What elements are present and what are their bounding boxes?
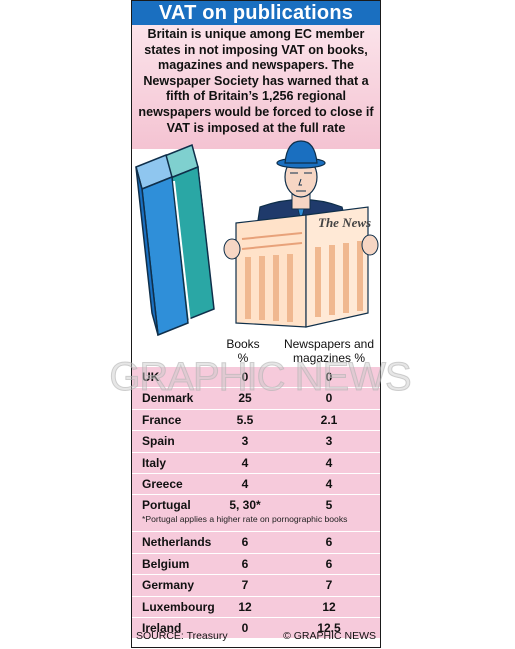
books-rate: 6 xyxy=(241,535,249,550)
table-row: Belgium 6 6 xyxy=(132,553,380,576)
books-rate: 5, 30* xyxy=(229,498,261,513)
newspapers-rate: 0 xyxy=(325,391,333,406)
newspapers-rate: 4 xyxy=(325,455,333,470)
vat-table: UK 0 0 Denmark 25 0 France 5.5 2.1 Spain 3 3 Italy 4 4… xyxy=(132,367,380,640)
newspapers-rate: 7 xyxy=(325,578,333,593)
books-rate: 4 xyxy=(241,476,249,491)
table-row: UK 0 0 xyxy=(132,367,380,389)
books-rate: 5.5 xyxy=(236,412,254,427)
credit-text: © GRAPHIC NEWS xyxy=(283,630,376,642)
column-header-books: Books % xyxy=(226,337,260,365)
table-row: Luxembourg 12 12 xyxy=(132,596,380,618)
books-rate: 12 xyxy=(238,599,252,614)
table-row: Spain 3 3 xyxy=(132,431,380,453)
table-row: Denmark 25 0 xyxy=(132,388,380,410)
table-row: Ireland 0 12.5 xyxy=(132,617,380,640)
newspapers-rate: 12 xyxy=(322,599,336,614)
column-header-newspapers: Newspapers and magazines % xyxy=(283,337,375,365)
country-name: France xyxy=(142,412,182,427)
books-rate: 6 xyxy=(241,556,249,571)
country-name: Portugal xyxy=(142,498,191,513)
books-rate: 7 xyxy=(241,578,249,593)
country-name: Denmark xyxy=(142,391,194,406)
country-name: UK xyxy=(142,370,160,384)
newspapers-rate: 12.5 xyxy=(317,620,341,635)
intro-panel: Britain is unique among EC member states… xyxy=(132,25,380,149)
illustration: The News xyxy=(132,137,380,337)
country-name: Spain xyxy=(142,434,175,449)
source-text: SOURCE: Treasury xyxy=(136,630,228,642)
books-icon xyxy=(135,143,217,337)
infographic-title: VAT on publications xyxy=(132,1,380,25)
country-name: Ireland xyxy=(142,620,182,635)
country-name: Luxembourg xyxy=(142,599,215,614)
newspapers-rate: 5 xyxy=(325,498,333,513)
newspapers-rate: 0 xyxy=(325,370,333,384)
footnote: *Portugal applies a higher rate on porno… xyxy=(142,514,348,525)
newspaper-masthead: The News xyxy=(318,215,371,230)
table-row: Italy 4 4 xyxy=(132,452,380,474)
newspaper-icon: The News xyxy=(223,206,379,328)
country-name: Belgium xyxy=(142,556,190,571)
newspapers-rate: 6 xyxy=(325,535,333,550)
infographic-card: VAT on publications Britain is unique am… xyxy=(131,0,381,648)
reader-with-books-illustration: The News xyxy=(135,140,379,337)
country-name: Italy xyxy=(142,455,167,470)
newspapers-rate: 3 xyxy=(325,434,333,449)
country-name: Netherlands xyxy=(142,535,212,550)
intro-text: Britain is unique among EC member states… xyxy=(138,27,374,135)
books-rate: 0 xyxy=(241,370,249,384)
table-row: Portugal 5, 30* 5 *Portugal applies a highe… xyxy=(132,495,380,533)
books-rate: 0 xyxy=(241,620,249,635)
books-rate: 3 xyxy=(241,434,249,449)
footer: SOURCE: Treasury © GRAPHIC NEWS xyxy=(132,627,380,647)
books-rate: 4 xyxy=(241,455,249,470)
country-name: Greece xyxy=(142,476,183,491)
newspapers-rate: 4 xyxy=(325,476,333,491)
country-name: Germany xyxy=(142,578,195,593)
table-row: Netherlands 6 6 xyxy=(132,532,380,554)
table-row: France 5.5 2.1 xyxy=(132,409,380,432)
table-row: Greece 4 4 xyxy=(132,473,380,496)
newspapers-rate: 6 xyxy=(325,556,333,571)
newspapers-rate: 2.1 xyxy=(320,412,338,427)
books-rate: 25 xyxy=(238,391,252,406)
table-row: Germany 7 7 xyxy=(132,575,380,597)
